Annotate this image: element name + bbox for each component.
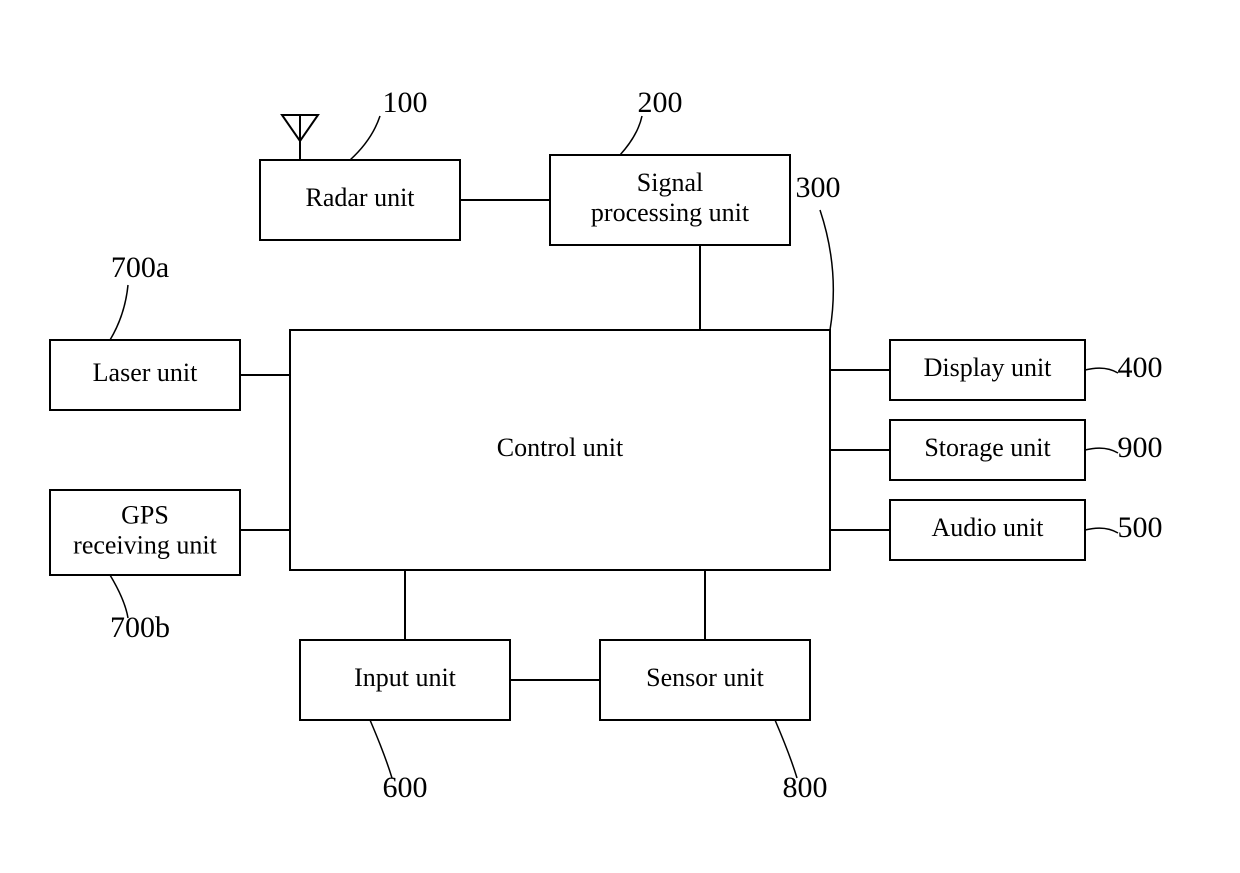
ref-input: 600 xyxy=(383,771,428,804)
label-input: Input unit xyxy=(354,663,457,692)
ref-storage: 900 xyxy=(1118,431,1163,464)
ref-display: 400 xyxy=(1118,351,1163,384)
label-display: Display unit xyxy=(924,353,1053,382)
ref-sensor: 800 xyxy=(783,771,828,804)
label-laser: Laser unit xyxy=(93,358,198,387)
ref-radar: 100 xyxy=(383,86,428,119)
label-control: Control unit xyxy=(497,433,624,462)
label-gps: GPS xyxy=(121,501,169,530)
ref-laser: 700a xyxy=(111,251,169,284)
ref-control: 300 xyxy=(796,171,841,204)
label-signal: processing unit xyxy=(591,198,750,227)
label-gps: receiving unit xyxy=(73,530,217,559)
label-signal: Signal xyxy=(637,168,703,197)
block-diagram: Radar unit 100 Signalprocessing unit 200 Con… xyxy=(0,0,1240,873)
ref-signal: 200 xyxy=(638,86,683,119)
label-sensor: Sensor unit xyxy=(646,663,765,692)
label-radar: Radar unit xyxy=(305,183,415,212)
ref-audio: 500 xyxy=(1118,511,1163,544)
label-audio: Audio unit xyxy=(932,513,1045,542)
label-storage: Storage unit xyxy=(924,433,1051,462)
ref-gps: 700b xyxy=(110,611,170,644)
